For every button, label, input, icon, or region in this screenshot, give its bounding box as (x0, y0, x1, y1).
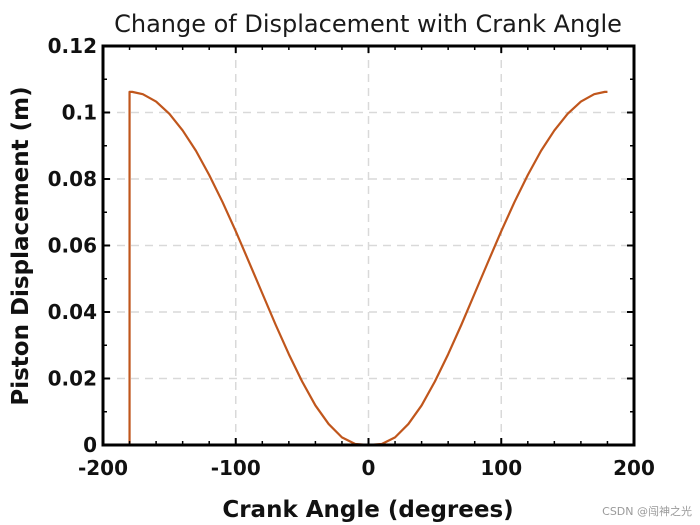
y-axis-label: Piston Displacement (m) (8, 86, 34, 405)
watermark: CSDN @闯神之光 (602, 505, 692, 518)
y-tick-labels: 0 0.02 0.04 0.06 0.08 0.1 0.12 (48, 34, 97, 457)
x-tick-label: 200 (613, 456, 655, 480)
x-tick-label: 0 (362, 456, 376, 480)
x-tick-labels: -200 -100 0 100 200 (78, 456, 655, 480)
x-tick-label: -200 (78, 456, 128, 480)
x-tick-label: 100 (480, 456, 522, 480)
x-tick-label: -100 (211, 456, 261, 480)
y-tick-label: 0.06 (48, 234, 97, 258)
ticks (102, 45, 635, 446)
y-tick-label: 0 (83, 433, 97, 457)
grid (103, 46, 634, 445)
y-tick-label: 0.12 (48, 34, 97, 58)
chart-title: Change of Displacement with Crank Angle (114, 10, 622, 38)
y-tick-label: 0.02 (48, 367, 97, 391)
y-tick-label: 0.04 (48, 300, 97, 324)
y-tick-label: 0.08 (48, 167, 97, 191)
x-axis-label: Crank Angle (degrees) (222, 497, 513, 523)
y-tick-label: 0.1 (62, 101, 97, 125)
